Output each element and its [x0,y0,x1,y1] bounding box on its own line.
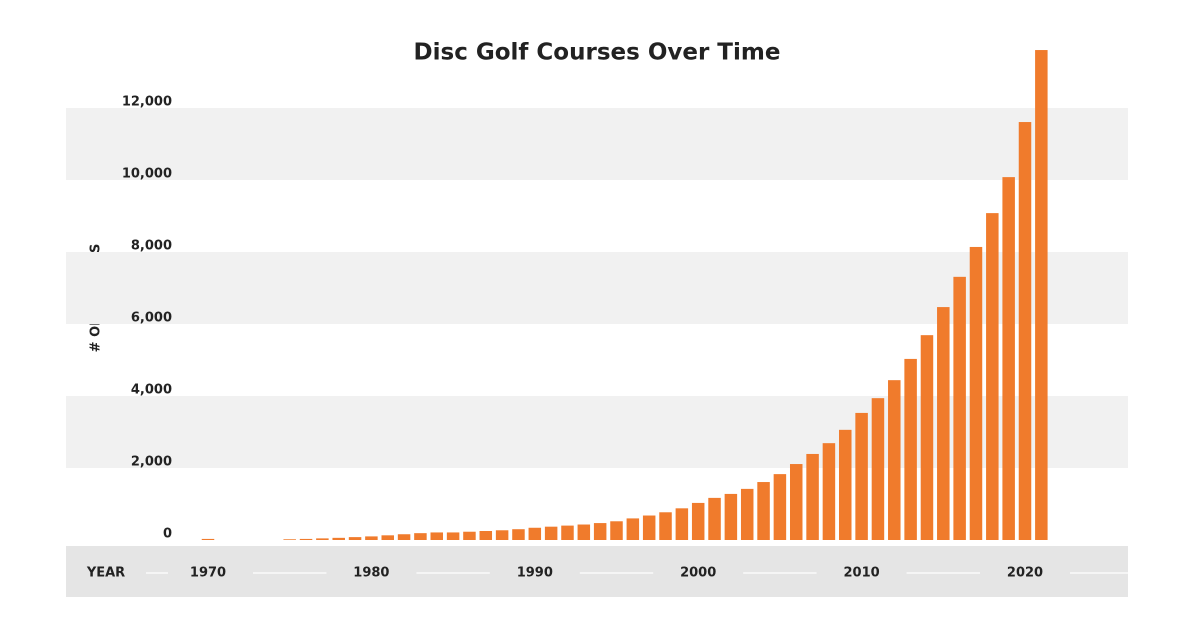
y-tick-label: 0 [163,527,172,542]
bar [512,529,525,540]
bar [659,512,672,540]
bar [757,482,770,540]
bar [691,502,705,540]
bar [724,493,738,540]
bar [920,335,934,540]
bar [593,523,607,540]
bar [888,380,901,540]
bar [544,526,558,540]
bar [806,453,819,540]
bar [822,443,836,540]
bar [855,412,868,540]
bar [904,358,917,540]
bar [986,213,999,540]
bar [397,534,411,540]
x-axis-title: YEAR [86,566,125,581]
bar [953,276,966,540]
bar [1035,50,1048,540]
bar [675,508,689,540]
bar [446,532,460,540]
bar [642,515,656,540]
bar [283,539,296,540]
bar [626,518,640,540]
bar [789,464,803,540]
bar [332,537,345,540]
bar [577,524,591,540]
bar [839,429,852,540]
x-tick-label: 2000 [680,566,716,581]
bar [740,488,754,540]
y-tick-label: 12,000 [122,95,172,110]
grid-band [66,252,1128,324]
bar [528,527,542,540]
x-tick-label: 1970 [190,566,226,581]
y-tick-label: 2,000 [131,455,172,470]
bar [414,533,427,540]
bar [381,535,394,540]
y-tick-label: 8,000 [131,239,172,254]
grid-band [66,108,1128,180]
bar [430,532,444,540]
bar [773,474,787,540]
x-tick-label: 1980 [353,566,389,581]
bar [1018,122,1032,540]
bar [299,538,313,540]
bar [365,536,378,540]
x-tick-label: 1990 [517,566,553,581]
bar [561,525,574,540]
x-tick-label: 2020 [1007,566,1043,581]
bar [463,531,476,540]
y-tick-label: 10,000 [122,167,172,182]
bar [316,538,329,540]
bar [871,398,885,540]
bar [937,307,950,540]
grid-band [66,396,1128,468]
bar [1002,177,1015,540]
bar [708,497,721,540]
chart-title: Disc Golf Courses Over Time [414,40,781,66]
bar [201,538,215,540]
y-tick-label: 4,000 [131,383,172,398]
x-axis-strip [66,546,1128,597]
y-tick-label: 6,000 [131,311,172,326]
bar [495,530,509,540]
bar [479,531,493,540]
x-tick-label: 2010 [844,566,880,581]
bar [348,537,362,540]
bar [969,246,983,540]
bar [610,521,623,540]
